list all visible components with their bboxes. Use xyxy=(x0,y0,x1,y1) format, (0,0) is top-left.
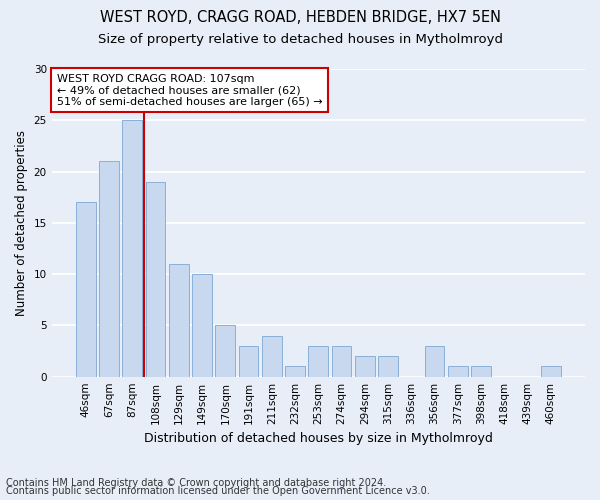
Bar xyxy=(332,346,352,376)
Bar xyxy=(285,366,305,376)
Text: Size of property relative to detached houses in Mytholmroyd: Size of property relative to detached ho… xyxy=(97,32,503,46)
Bar xyxy=(425,346,445,376)
Bar xyxy=(146,182,166,376)
Y-axis label: Number of detached properties: Number of detached properties xyxy=(15,130,28,316)
Bar xyxy=(239,346,259,376)
Bar xyxy=(541,366,561,376)
Bar xyxy=(355,356,375,376)
Bar xyxy=(215,326,235,376)
Text: Contains HM Land Registry data © Crown copyright and database right 2024.: Contains HM Land Registry data © Crown c… xyxy=(6,478,386,488)
Bar xyxy=(192,274,212,376)
Text: WEST ROYD CRAGG ROAD: 107sqm
← 49% of detached houses are smaller (62)
51% of se: WEST ROYD CRAGG ROAD: 107sqm ← 49% of de… xyxy=(57,74,323,107)
Bar xyxy=(471,366,491,376)
X-axis label: Distribution of detached houses by size in Mytholmroyd: Distribution of detached houses by size … xyxy=(144,432,493,445)
Text: WEST ROYD, CRAGG ROAD, HEBDEN BRIDGE, HX7 5EN: WEST ROYD, CRAGG ROAD, HEBDEN BRIDGE, HX… xyxy=(100,10,500,25)
Bar xyxy=(262,336,282,376)
Bar xyxy=(448,366,468,376)
Bar xyxy=(122,120,142,376)
Bar xyxy=(76,202,95,376)
Bar xyxy=(378,356,398,376)
Bar xyxy=(169,264,188,376)
Bar xyxy=(308,346,328,376)
Text: Contains public sector information licensed under the Open Government Licence v3: Contains public sector information licen… xyxy=(6,486,430,496)
Bar xyxy=(99,162,119,376)
